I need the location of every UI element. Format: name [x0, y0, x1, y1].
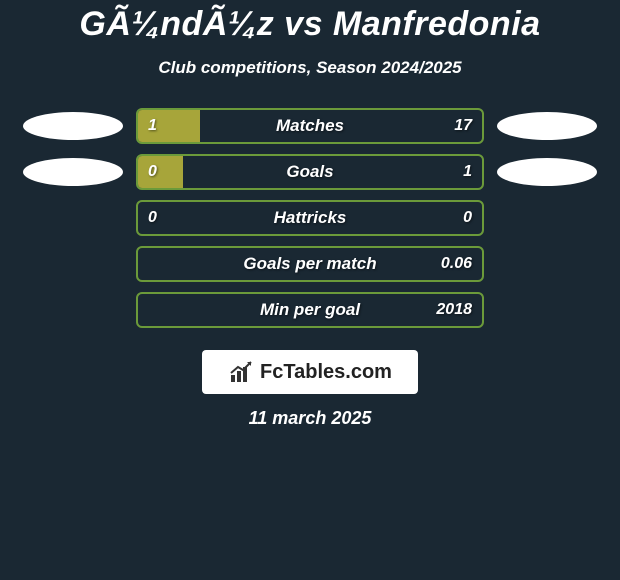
team-badge-left: [18, 154, 128, 190]
stat-label: Hattricks: [274, 208, 347, 228]
stat-value-right: 0: [463, 209, 472, 227]
stat-value-left: 0: [148, 209, 157, 227]
stats-card: GÃ¼ndÃ¼z vs Manfredonia Club competition…: [0, 0, 620, 429]
stat-label: Min per goal: [260, 300, 360, 320]
spacer: [18, 246, 128, 282]
stat-label: Goals per match: [243, 254, 376, 274]
badge-ellipse: [497, 112, 597, 140]
date-label: 11 march 2025: [0, 408, 620, 429]
stat-row: 0 Hattricks 0: [0, 200, 620, 236]
stat-bar: 0 Goals 1: [136, 154, 484, 190]
spacer: [492, 292, 602, 328]
stat-bar-fill: [138, 156, 183, 188]
team-badge-right: [492, 154, 602, 190]
stat-bar: 0 Hattricks 0: [136, 200, 484, 236]
badge-ellipse: [23, 112, 123, 140]
bar-chart-arrow-icon: [228, 359, 254, 385]
spacer: [492, 200, 602, 236]
fctables-logo[interactable]: FcTables.com: [202, 350, 418, 394]
stat-row: 0 Goals 1: [0, 154, 620, 190]
spacer: [18, 200, 128, 236]
stat-label: Matches: [276, 116, 344, 136]
logo-text: FcTables.com: [260, 361, 392, 384]
subtitle: Club competitions, Season 2024/2025: [0, 58, 620, 78]
stat-value-right: 2018: [436, 301, 472, 319]
stat-row: Min per goal 2018: [0, 292, 620, 328]
stat-value-right: 0.06: [441, 255, 472, 273]
stat-row: 1 Matches 17: [0, 108, 620, 144]
stat-value-left: 0: [148, 163, 157, 181]
badge-ellipse: [23, 158, 123, 186]
stats-rows: 1 Matches 17 0 Goals 1 0 Hattricks 0 Goals per ma…: [0, 108, 620, 328]
spacer: [18, 292, 128, 328]
stat-row: Goals per match 0.06: [0, 246, 620, 282]
stat-bar: 1 Matches 17: [136, 108, 484, 144]
stat-bar: Min per goal 2018: [136, 292, 484, 328]
badge-ellipse: [497, 158, 597, 186]
stat-value-right: 1: [463, 163, 472, 181]
page-title: GÃ¼ndÃ¼z vs Manfredonia: [0, 5, 620, 44]
stat-bar: Goals per match 0.06: [136, 246, 484, 282]
spacer: [492, 246, 602, 282]
team-badge-left: [18, 108, 128, 144]
team-badge-right: [492, 108, 602, 144]
stat-label: Goals: [286, 162, 333, 182]
stat-value-right: 17: [454, 117, 472, 135]
stat-value-left: 1: [148, 117, 157, 135]
